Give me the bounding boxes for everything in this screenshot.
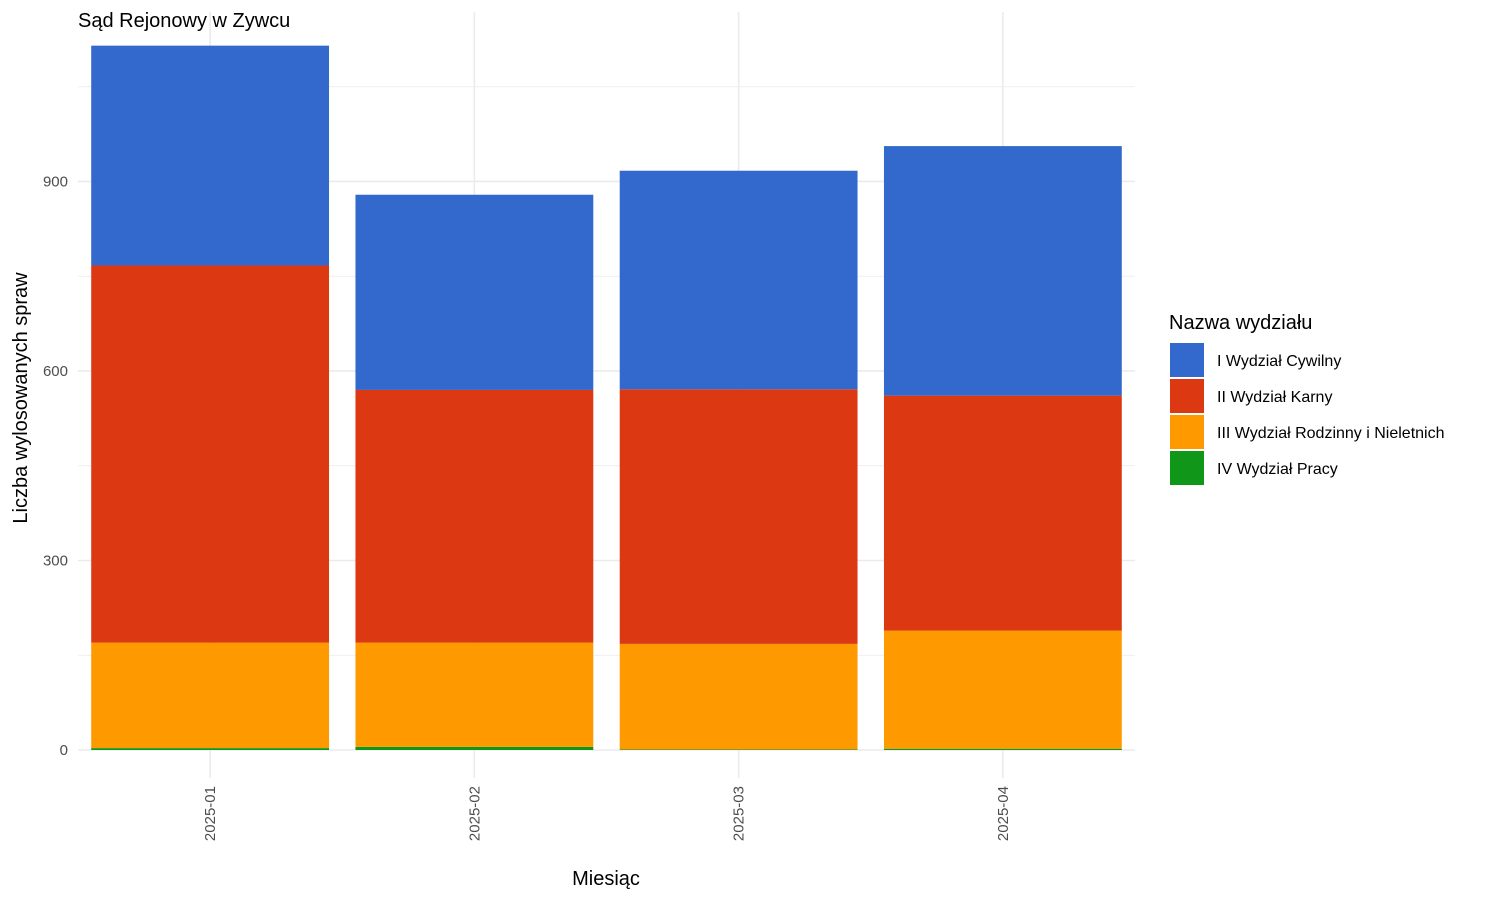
bar-segment [619,749,858,750]
bar-segment [91,748,330,750]
bar-segment [883,630,1122,749]
bar-segment [883,395,1122,631]
chart-title: Sąd Rejonowy w Zywcu [78,10,290,32]
y-tick-label: 900 [43,173,68,190]
legend: Nazwa wydziału I Wydział Cywilny II Wydzi… [1169,312,1445,485]
x-tick-label: 2025-02 [466,786,483,841]
bar-segment [883,748,1122,750]
y-tick-label: 300 [43,552,68,569]
legend-label: II Wydział Karny [1217,389,1332,406]
bar-segment [91,265,330,643]
bar-segment [619,643,858,750]
bar-segment [883,146,1122,396]
bar-segment [619,389,858,644]
y-tick-label: 600 [43,363,68,380]
bar-segment [91,45,330,266]
x-tick-label: 2025-04 [995,786,1012,841]
legend-swatch [1170,379,1204,413]
legend-label: III Wydział Rodzinny i Nieletnich [1217,425,1445,442]
x-axis-title: Miesiąc [572,868,640,890]
bar-segment [355,389,594,643]
x-tick-label: 2025-03 [731,786,748,841]
bar-segment [619,170,858,390]
legend-title: Nazwa wydziału [1169,312,1312,334]
bars [91,45,1122,750]
legend-label: I Wydział Cywilny [1217,353,1341,370]
bar-segment [355,746,594,750]
legend-swatch [1170,415,1204,449]
bar-segment [355,194,594,390]
y-axis-ticks: 0 300 600 900 [43,173,68,759]
legend-swatch [1170,451,1204,485]
y-axis-title: Liczba wylosowanych spraw [10,272,32,524]
x-tick-label: 2025-01 [202,786,219,841]
legend-items: I Wydział Cywilny II Wydział Karny III Wyd… [1170,343,1445,485]
bar-segment [355,642,594,747]
legend-swatch [1170,343,1204,377]
bar-segment [91,642,330,749]
legend-label: IV Wydział Pracy [1217,461,1338,478]
x-axis-ticks: 2025-01 2025-02 2025-03 2025-04 [202,786,1012,841]
y-tick-label: 0 [60,742,68,759]
